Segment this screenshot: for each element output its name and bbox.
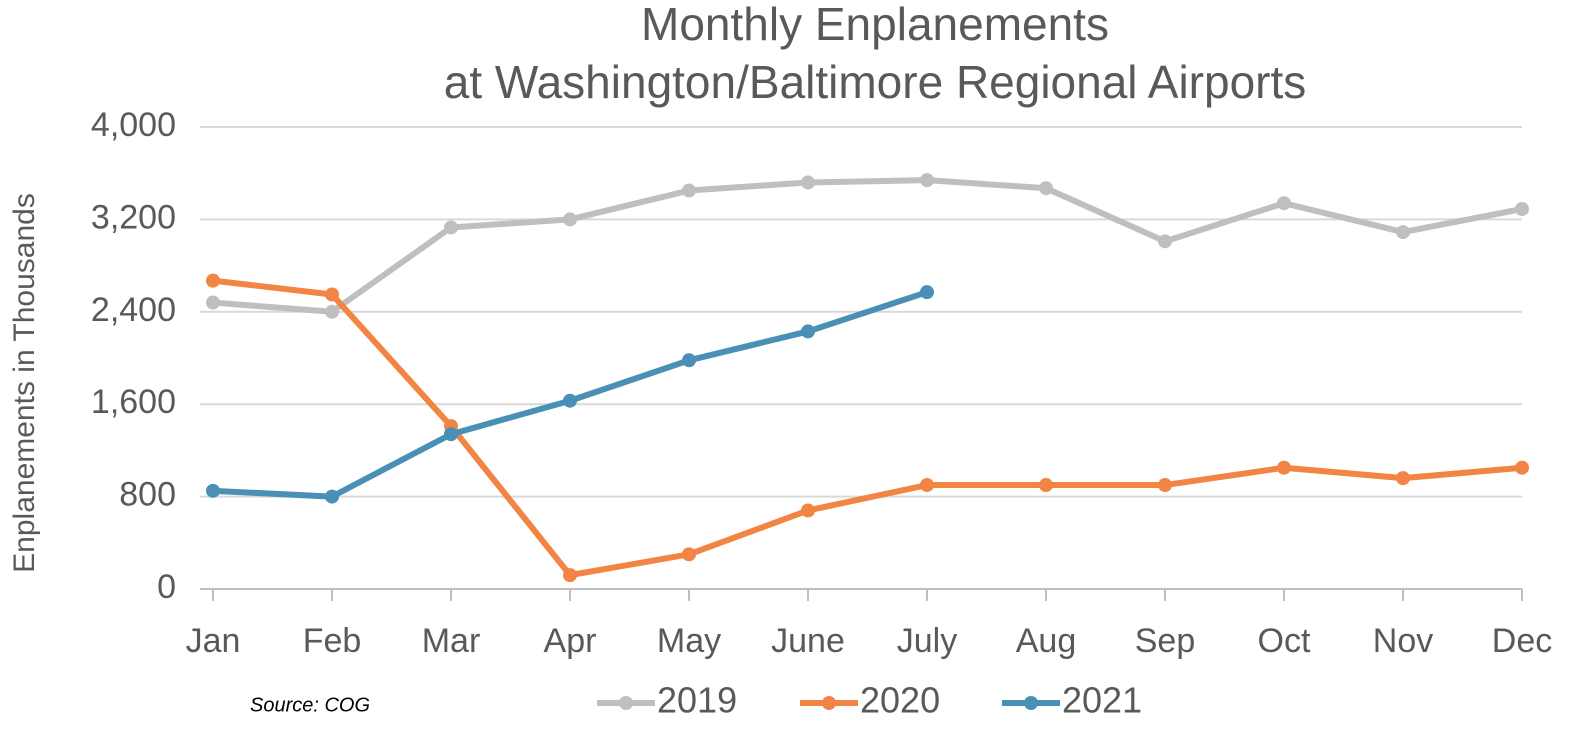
data-point [801, 324, 815, 339]
data-point [920, 478, 934, 493]
series-line [212, 277, 1523, 579]
data-point [682, 183, 696, 198]
data-point [1158, 234, 1172, 249]
data-point [1277, 460, 1291, 475]
data-point [206, 273, 220, 288]
y-tick-label: 4,000 [91, 106, 176, 144]
data-point [1039, 478, 1053, 493]
data-point [325, 287, 339, 302]
x-tick-label: July [897, 622, 957, 660]
legend-marker [619, 696, 633, 710]
data-point [920, 173, 934, 188]
y-tick-label: 3,200 [91, 198, 176, 236]
data-point [682, 547, 696, 562]
source-note: Source: COG [250, 694, 370, 716]
chart-title: at Washington/Baltimore Regional Airport… [444, 56, 1307, 108]
series-line [212, 177, 1523, 315]
x-tick-label: Sep [1135, 622, 1196, 660]
x-tick-label: Feb [303, 622, 362, 660]
data-point [1396, 471, 1410, 486]
x-tick-label: Apr [544, 622, 597, 660]
x-tick-label: Oct [1258, 622, 1311, 660]
x-tick-label: June [771, 622, 845, 660]
data-point [1396, 225, 1410, 240]
x-tick-label: Dec [1492, 622, 1552, 660]
y-tick-label: 1,600 [91, 383, 176, 421]
chart-title: Monthly Enplanements [641, 0, 1109, 50]
data-point [801, 503, 815, 518]
x-tick-label: Mar [422, 622, 481, 660]
y-tick-label: 2,400 [91, 291, 176, 329]
data-point [563, 212, 577, 227]
data-point [801, 175, 815, 190]
x-tick-label: Aug [1016, 622, 1077, 660]
data-point [1039, 181, 1053, 196]
x-tick-label: Nov [1373, 622, 1433, 660]
y-axis-label: Enplanements in Thousands [8, 193, 41, 573]
data-point [325, 304, 339, 319]
data-point [325, 489, 339, 504]
data-point [1515, 460, 1529, 475]
data-point [1158, 478, 1172, 493]
legend-marker [1024, 696, 1038, 710]
x-tick-label: Jan [186, 622, 241, 660]
y-tick-label: 800 [119, 476, 176, 514]
data-point [1277, 196, 1291, 211]
data-point [444, 427, 458, 442]
data-point [444, 220, 458, 235]
legend-label: 2020 [860, 680, 940, 721]
data-point [1515, 202, 1529, 217]
legend-label: 2019 [657, 680, 737, 721]
x-tick-label: May [657, 622, 721, 660]
data-point [563, 393, 577, 408]
y-tick-label: 0 [157, 568, 176, 606]
legend-marker [822, 696, 836, 710]
data-point [206, 483, 220, 498]
data-point [206, 295, 220, 310]
data-point [920, 285, 934, 300]
legend-label: 2021 [1062, 680, 1142, 721]
data-point [563, 568, 577, 583]
data-point [682, 353, 696, 368]
